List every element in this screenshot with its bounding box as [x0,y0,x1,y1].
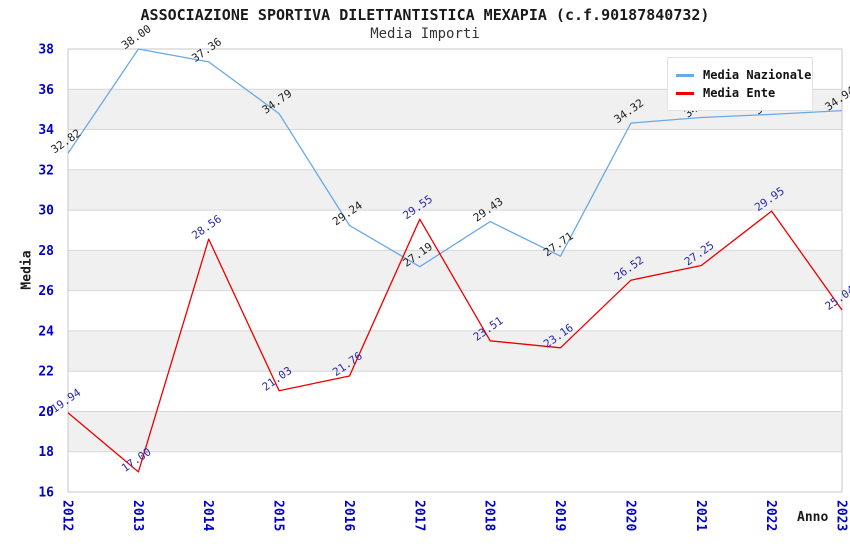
y-tick-label: 20 [38,405,54,420]
y-tick-label: 26 [38,284,54,299]
plot-band [68,411,842,452]
legend-swatch-blue-line-icon [676,73,694,77]
y-tick-label: 16 [38,486,54,501]
plot-border [67,48,843,493]
legend-item-media-nazionale: Media Nazionale [676,67,811,83]
x-tick-label: 2013 [130,500,145,531]
y-tick-label: 28 [38,244,54,259]
x-tick-label: 2016 [341,500,356,531]
legend-label: Media Ente [703,86,776,100]
y-tick-label: 34 [38,123,54,138]
plot-band [68,250,842,291]
legend-swatch-red-line-icon [676,91,694,95]
y-tick-label: 36 [38,83,54,98]
y-tick-label: 22 [38,365,54,380]
x-tick-label: 2012 [60,500,75,531]
x-tick-label: 2017 [411,500,426,531]
legend-label: Media Nazionale [703,68,812,82]
x-tick-label: 2022 [763,500,778,531]
x-axis-title: Anno [797,510,829,525]
chart-title: ASSOCIAZIONE SPORTIVA DILETTANTISTICA ME… [140,6,710,24]
series-line-0 [67,48,843,268]
y-tick-label: 30 [38,204,54,219]
x-tick-label: 2021 [693,500,708,531]
x-tick-label: 2019 [552,500,567,531]
plot-band [68,169,842,211]
legend-item-media-ente: Media Ente [676,85,802,101]
x-tick-label: 2023 [834,500,849,531]
chart-subtitle: Media Importi [370,26,480,42]
x-tick-label: 2020 [622,500,637,531]
y-axis-title: Media [19,250,35,290]
y-tick-label: 32 [38,163,54,178]
value-label: 38.00 [119,22,154,52]
value-label: 28.56 [189,212,224,242]
legend: Media Nazionale Media Ente [667,57,813,111]
y-tick-label: 24 [38,324,54,339]
x-tick-label: 2015 [271,500,286,531]
value-label: 37.36 [189,35,224,65]
y-tick-label: 38 [38,43,54,58]
plot-band [68,330,842,372]
x-tick-label: 2018 [482,500,497,531]
y-tick-label: 18 [38,445,54,460]
x-tick-label: 2014 [200,500,215,531]
series-line-1 [67,210,843,473]
